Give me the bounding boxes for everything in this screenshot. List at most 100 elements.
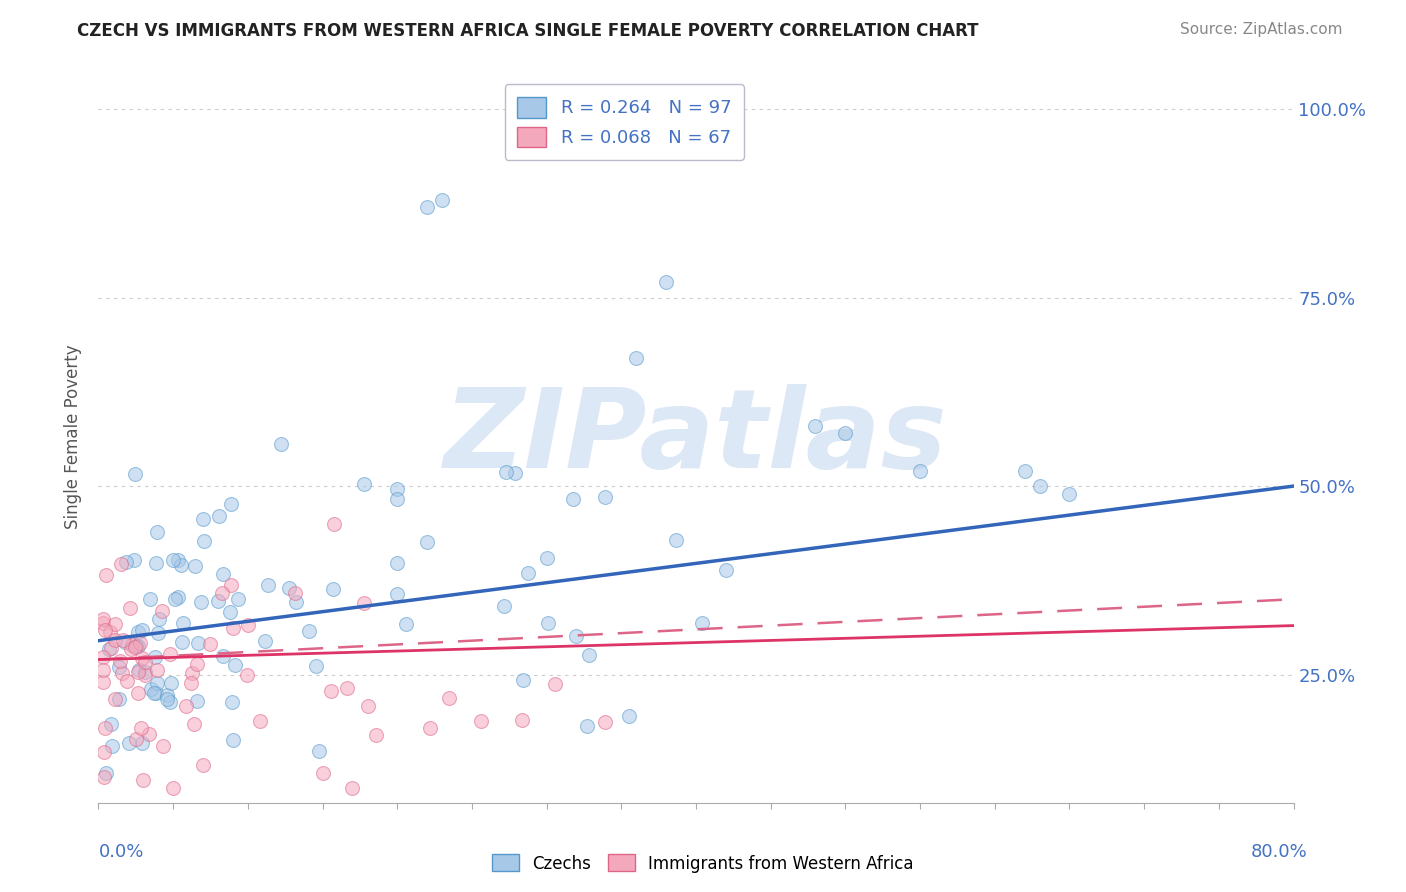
Text: 0.0%: 0.0% — [98, 843, 143, 861]
Point — [236, 668, 259, 682]
Legend: Czechs, Immigrants from Western Africa: Czechs, Immigrants from Western Africa — [486, 847, 920, 880]
Point — [323, 516, 346, 531]
Point — [127, 686, 149, 700]
Point — [183, 717, 205, 731]
Point — [138, 727, 160, 741]
Point — [181, 666, 204, 681]
Point — [595, 490, 617, 504]
Point — [101, 739, 124, 753]
Point — [219, 578, 242, 592]
Point — [437, 690, 460, 705]
Point — [212, 649, 235, 664]
Point — [565, 629, 588, 643]
Point — [172, 615, 194, 630]
Point — [305, 659, 328, 673]
Point — [908, 464, 931, 478]
Point — [1014, 464, 1036, 478]
Y-axis label: Single Female Poverty: Single Female Poverty — [65, 345, 83, 529]
Point — [128, 664, 150, 678]
Point — [578, 648, 600, 662]
Point — [122, 553, 145, 567]
Point — [544, 677, 567, 691]
Point — [537, 616, 560, 631]
Point — [139, 592, 162, 607]
Text: Source: ZipAtlas.com: Source: ZipAtlas.com — [1180, 22, 1343, 37]
Point — [593, 715, 616, 730]
Point — [93, 770, 115, 784]
Point — [91, 650, 114, 665]
Point — [100, 624, 122, 639]
Point — [148, 612, 170, 626]
Point — [104, 616, 127, 631]
Point — [385, 557, 409, 571]
Point — [170, 558, 193, 572]
Point — [207, 594, 229, 608]
Point — [419, 721, 441, 735]
Point — [353, 477, 375, 491]
Point — [94, 765, 117, 780]
Point — [228, 592, 250, 607]
Point — [221, 695, 243, 709]
Point — [131, 651, 153, 665]
Point — [129, 721, 152, 735]
Point — [156, 691, 179, 706]
Point — [96, 567, 118, 582]
Point — [284, 586, 307, 600]
Point — [665, 533, 688, 548]
Point — [238, 618, 260, 632]
Point — [357, 699, 380, 714]
Point — [146, 625, 169, 640]
Point — [117, 736, 139, 750]
Point — [562, 491, 585, 506]
Point — [127, 625, 149, 640]
Point — [336, 681, 359, 695]
Point — [110, 558, 132, 572]
Point — [1028, 479, 1050, 493]
Point — [385, 492, 409, 507]
Point — [222, 621, 245, 635]
Point — [114, 555, 136, 569]
Point — [93, 623, 115, 637]
Point — [517, 566, 540, 580]
Point — [690, 615, 713, 630]
Point — [186, 657, 208, 672]
Point — [536, 551, 558, 566]
Point — [162, 553, 184, 567]
Point — [112, 633, 135, 648]
Point — [180, 676, 202, 690]
Point — [804, 418, 827, 433]
Point — [298, 624, 321, 639]
Point — [124, 732, 146, 747]
Point — [120, 600, 142, 615]
Point — [224, 658, 246, 673]
Point — [249, 714, 271, 728]
Point — [152, 739, 174, 753]
Point — [131, 735, 153, 749]
Point — [146, 676, 169, 690]
Point — [321, 582, 343, 597]
Point — [134, 667, 156, 681]
Point — [416, 535, 439, 549]
Point — [162, 780, 184, 795]
Point — [187, 636, 209, 650]
Point — [308, 744, 330, 758]
Point — [91, 675, 114, 690]
Point — [124, 640, 146, 654]
Text: 80.0%: 80.0% — [1251, 843, 1308, 861]
Point — [145, 525, 167, 540]
Point — [100, 641, 122, 656]
Point — [430, 193, 453, 207]
Point — [160, 676, 183, 690]
Point — [115, 674, 138, 689]
Point — [193, 534, 215, 549]
Point — [91, 616, 114, 631]
Point — [319, 684, 342, 698]
Point — [191, 758, 214, 772]
Point — [97, 642, 120, 657]
Point — [510, 713, 533, 727]
Point — [364, 728, 387, 742]
Point — [385, 587, 409, 601]
Point — [121, 638, 143, 652]
Point — [159, 695, 181, 709]
Point — [311, 765, 333, 780]
